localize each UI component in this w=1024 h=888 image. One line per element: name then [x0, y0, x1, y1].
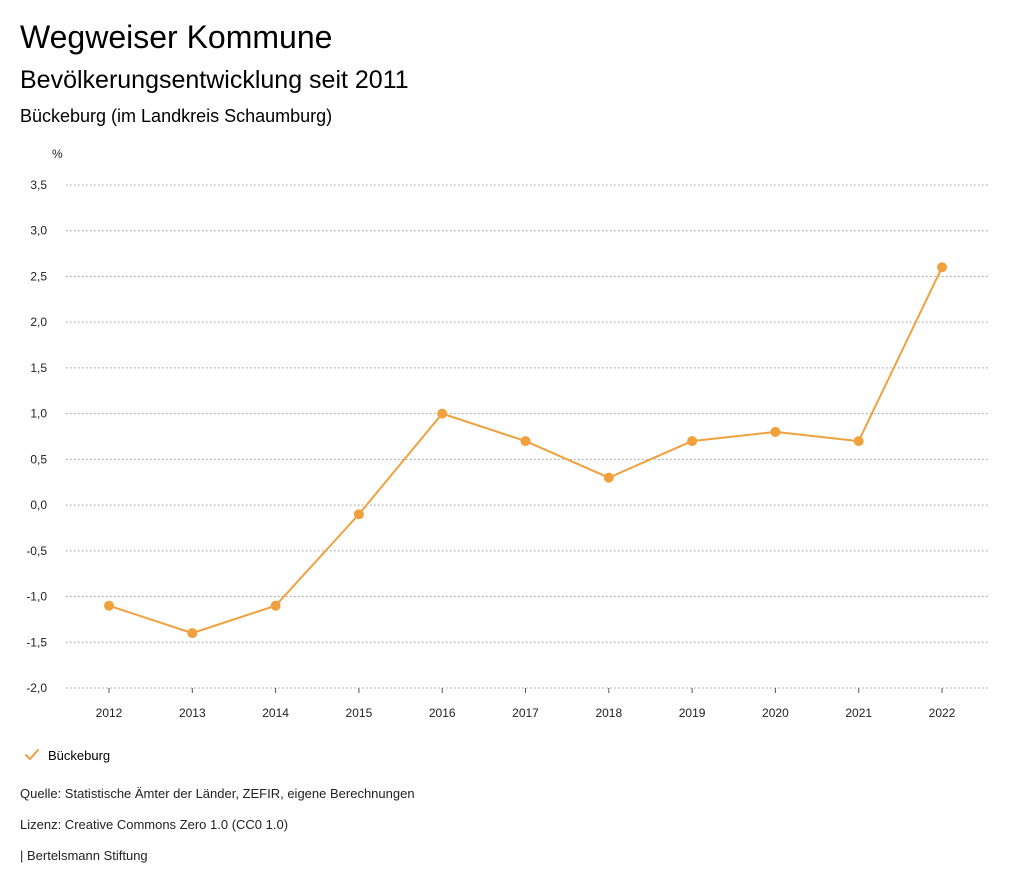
series-lines — [108, 266, 943, 635]
source-note: Quelle: Statistische Ämter der Länder, Z… — [20, 786, 415, 801]
legend[interactable]: Bückeburg — [24, 745, 110, 765]
grid-lines — [66, 184, 990, 689]
legend-label: Bückeburg — [48, 747, 111, 763]
data-point[interactable] — [104, 600, 114, 611]
data-point[interactable] — [770, 426, 781, 437]
publisher-note: | Bertelsmann Stiftung — [20, 848, 148, 863]
y-tick-label: -2,0 — [26, 681, 47, 695]
chart-subtitle: Bevölkerungsentwicklung seit 2011 — [20, 66, 409, 94]
y-tick-label: 2,0 — [30, 315, 47, 329]
data-point[interactable] — [437, 408, 448, 419]
x-tick-label: 2015 — [346, 706, 373, 720]
x-tick-label: 2014 — [262, 706, 289, 720]
y-tick-label: 3,5 — [30, 178, 47, 192]
x-tick-label: 2018 — [595, 706, 622, 720]
x-tick-label: 2022 — [929, 706, 956, 720]
series-points — [104, 262, 947, 639]
y-tick-label: -0,5 — [26, 544, 47, 558]
y-tick-label: -1,0 — [26, 590, 47, 604]
series-line — [108, 266, 943, 635]
x-tick-label: 2016 — [429, 706, 456, 720]
y-tick-label: 0,5 — [30, 452, 47, 466]
data-point[interactable] — [853, 436, 864, 447]
page-title: Wegweiser Kommune — [20, 19, 333, 55]
x-tick-label: 2012 — [96, 706, 123, 720]
data-point[interactable] — [937, 262, 947, 273]
region-label: Bückeburg (im Landkreis Schaumburg) — [20, 106, 333, 126]
y-tick-label: 2,5 — [30, 269, 47, 283]
x-tick-label: 2017 — [512, 706, 539, 720]
data-point[interactable] — [187, 628, 198, 639]
line-chart: % 3,5 3,0 2,5 2,0 1,5 1,0 0,5 0,0 -0,5 -1,0 -1,5 -2… — [26, 147, 990, 720]
y-tick-label: 3,0 — [30, 224, 47, 238]
y-tick-label: 0,0 — [30, 498, 47, 512]
x-tick-label: 2019 — [679, 706, 706, 720]
data-point[interactable] — [603, 472, 614, 483]
y-axis-label: % — [52, 147, 63, 161]
x-axis-ticks: 2012 2013 2014 2015 2016 2017 2018 2019 2020 2021… — [96, 688, 956, 720]
x-tick-label: 2020 — [762, 706, 789, 720]
x-tick-label: 2013 — [179, 706, 206, 720]
x-tick-label: 2021 — [845, 706, 872, 720]
y-tick-label: 1,0 — [30, 407, 47, 421]
data-point[interactable] — [520, 436, 531, 447]
y-axis-ticks: 3,5 3,0 2,5 2,0 1,5 1,0 0,5 0,0 -0,5 -1,0 -1,5 -2,0 — [26, 178, 47, 695]
y-tick-label: -1,5 — [26, 635, 47, 649]
license-note: Lizenz: Creative Commons Zero 1.0 (CC0 1… — [20, 817, 289, 832]
check-icon[interactable] — [24, 747, 40, 763]
y-tick-label: 1,5 — [30, 361, 47, 375]
data-point[interactable] — [270, 600, 281, 611]
data-point[interactable] — [687, 436, 698, 447]
data-point[interactable] — [353, 509, 364, 520]
